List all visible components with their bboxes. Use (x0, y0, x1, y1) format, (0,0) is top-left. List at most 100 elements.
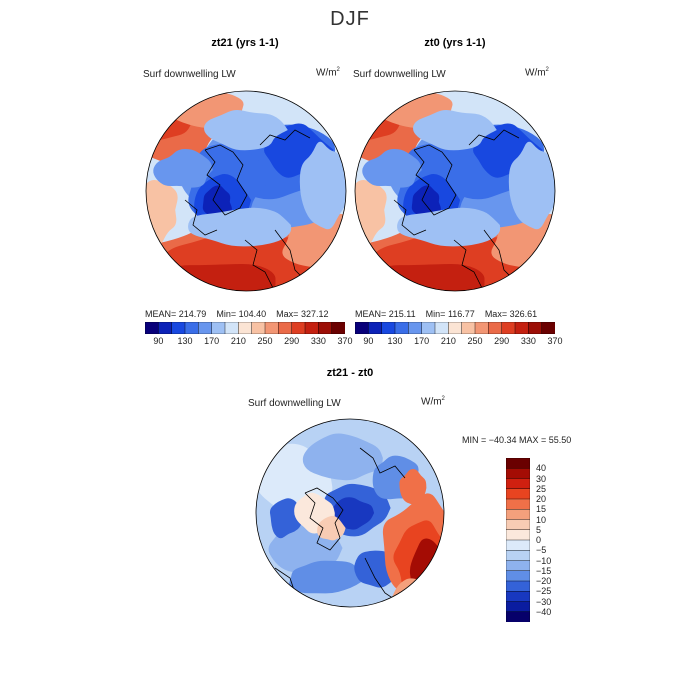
diff-minmax: MIN = −40.34 MAX = 55.50 (462, 435, 572, 445)
colorbar-tick-label: 370 (547, 336, 563, 346)
colorbar-diff (506, 458, 530, 622)
colorbar-tick-label: 290 (494, 336, 510, 346)
colorbar-tick-label: −40 (536, 606, 552, 617)
colorbar-swatch (506, 601, 530, 613)
colorbar-tick-label: −25 (536, 586, 552, 597)
colorbar-swatch (171, 322, 186, 334)
panel1-title: zt21 (yrs 1-1) (211, 37, 279, 49)
colorbar-tick-label: 250 (467, 336, 483, 346)
colorbar-swatch (381, 322, 396, 334)
colorbar-tick-label: 40 (536, 463, 547, 474)
colorbar-tick-label: 130 (387, 336, 403, 346)
colorbar-swatch (355, 322, 369, 334)
colorbar-swatch (506, 560, 530, 572)
colorbar-tick-label: 20 (536, 494, 547, 504)
diff-units: W/m2 (421, 396, 445, 408)
panel2-stats: MEAN= 215.11 Min= 116.77 Max= 326.61 (355, 309, 538, 319)
colorbar-tick-label: 90 (363, 336, 374, 346)
map-zt0 (354, 90, 556, 292)
panel1-units: W/m2 (316, 67, 340, 79)
map-border (255, 418, 445, 608)
colorbar-swatch (184, 322, 199, 334)
colorbar-tick-label: 90 (153, 336, 164, 346)
diff-title: zt21 - zt0 (326, 367, 374, 379)
colorbar-swatch (434, 322, 449, 334)
colorbar-tick-label: −5 (536, 545, 547, 556)
colorbar-swatch (331, 322, 345, 334)
field-contour (302, 433, 383, 481)
colorbar-swatch (291, 322, 306, 334)
colorbar-swatch (251, 322, 266, 334)
colorbar-tick-label: 290 (284, 336, 300, 346)
coastline (393, 199, 427, 236)
colorbar-tick-label: 0 (536, 535, 542, 545)
colorbar-swatch (506, 458, 530, 469)
panel1-variable: Surf downwelling LW (143, 69, 236, 80)
colorbar-tick-label: −10 (536, 555, 552, 566)
colorbar-swatch (198, 322, 213, 334)
colorbar-tick-label: 330 (310, 336, 326, 346)
colorbar-tick-label: 330 (520, 336, 536, 346)
colorbar-tick-label: 130 (177, 336, 193, 346)
diff-variable: Surf downwelling LW (248, 398, 341, 409)
colorbar-tick-label: 250 (257, 336, 273, 346)
colorbar-zt21-labels: 90 130 170 210 250 290 330 370 (145, 336, 352, 348)
colorbar-tick-label: −15 (536, 565, 552, 576)
colorbar-swatch (318, 322, 333, 334)
field-contour (288, 560, 367, 594)
colorbar-tick-label: 170 (204, 336, 220, 346)
coastline (468, 129, 520, 146)
colorbar-tick-label: 15 (536, 504, 547, 515)
field-contour (188, 207, 292, 247)
colorbar-diff-labels: 40 30 25 20 15 10 5 0 −5 −10 −15 −20 −25 −30 −40 (536, 458, 576, 622)
field-contour (204, 109, 288, 151)
colorbar-swatch (528, 322, 543, 334)
colorbar-swatch (394, 322, 409, 334)
colorbar-swatch (506, 580, 530, 592)
colorbar-swatch (506, 509, 530, 520)
colorbar-tick-label: −20 (536, 576, 552, 586)
colorbar-swatch (514, 322, 529, 334)
coastline (304, 487, 344, 551)
colorbar-swatch (461, 322, 476, 334)
colorbar-swatch (488, 322, 503, 334)
colorbar-swatch (278, 322, 293, 334)
field-contour (153, 263, 276, 291)
field-contour (397, 207, 501, 247)
colorbar-swatch (224, 322, 239, 334)
colorbar-swatch (211, 322, 226, 334)
coastline (413, 144, 457, 216)
colorbar-zt0-labels: 90 130 170 210 250 290 330 370 (355, 336, 562, 348)
coastline (453, 239, 483, 289)
colorbar-swatch (506, 488, 530, 500)
colorbar-swatch (158, 322, 173, 334)
colorbar-swatch (506, 529, 530, 541)
colorbar-swatch (501, 322, 516, 334)
colorbar-swatch (264, 322, 279, 334)
field-contour (413, 109, 497, 151)
field-contour (355, 179, 387, 247)
panel1-stats: MEAN= 214.79 Min= 104.40 Max= 327.12 (145, 309, 329, 319)
colorbar-swatch (506, 611, 530, 622)
colorbar-swatch (448, 322, 463, 334)
colorbar-swatch (506, 498, 530, 510)
panel2-variable: Surf downwelling LW (353, 69, 446, 80)
colorbar-tick-label: 170 (414, 336, 430, 346)
colorbar-tick-label: 10 (536, 514, 547, 525)
colorbar-tick-label: 370 (337, 336, 353, 346)
colorbar-swatch (506, 591, 530, 602)
colorbar-swatch (145, 322, 159, 334)
colorbar-swatch (474, 322, 489, 334)
colorbar-tick-label: 25 (536, 483, 547, 494)
colorbar-swatch (304, 322, 319, 334)
map-border (145, 90, 347, 292)
colorbar-swatch (506, 519, 530, 531)
coastline (259, 129, 311, 146)
colorbar-swatch (506, 570, 530, 582)
panel2-title: zt0 (yrs 1-1) (424, 37, 486, 49)
field-contour (362, 148, 422, 188)
field-contour (508, 141, 555, 230)
colorbar-tick-label: −30 (536, 596, 552, 607)
colorbar-swatch (506, 539, 530, 551)
coastline (359, 447, 406, 479)
